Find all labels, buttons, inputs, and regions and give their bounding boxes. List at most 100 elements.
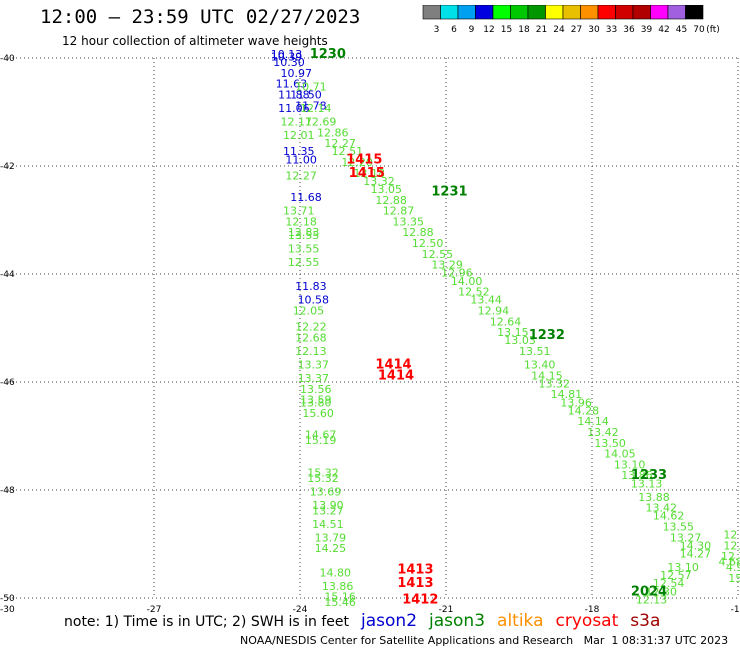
wave-height-value: 12.83	[288, 226, 320, 239]
wave-height-value: 12.13	[295, 345, 327, 358]
wave-height-value: 11.68	[290, 191, 322, 204]
wave-height-value: 13.55	[663, 521, 695, 534]
wave-height-value: 12.14	[300, 102, 332, 115]
y-tick-label: -42	[0, 162, 15, 172]
scale-label: 36	[623, 25, 635, 35]
scale-label: 6	[451, 25, 457, 35]
scale-unit: (ft)	[706, 25, 720, 35]
scale-swatch	[685, 5, 704, 20]
wave-height-value: 14.28	[568, 404, 600, 417]
wave-height-value: 11.83	[295, 280, 327, 293]
wave-height-value: 13.79	[315, 531, 347, 544]
scale-label: 15	[501, 25, 512, 35]
wave-height-value: 10.97	[281, 67, 313, 80]
x-tick-label: -15	[731, 605, 740, 615]
wave-height-value: 11.50	[290, 89, 322, 102]
scale-label: 21	[536, 25, 547, 35]
scale-label: 30	[588, 25, 600, 35]
pass-time-label: 1414	[375, 358, 411, 373]
scale-label: 18	[518, 25, 530, 35]
wave-height-value: 12.18	[354, 167, 386, 180]
wave-height-value: 11.35	[283, 145, 315, 158]
wave-height-value: 13.10	[614, 458, 646, 471]
wave-height-value: 13.86	[621, 469, 653, 482]
x-tick-label: -27	[147, 605, 162, 615]
wave-height-value: 15.16	[324, 591, 356, 604]
wave-height-value: 12.01	[283, 129, 315, 142]
wave-height-value: 13.96	[560, 396, 592, 409]
wave-height-value: 15.32	[307, 472, 339, 485]
wave-height-value: 13.15	[497, 326, 528, 339]
wave-height-value: 15.32	[307, 467, 339, 480]
wave-height-value: 12.88	[375, 194, 407, 207]
y-tick-label: -50	[0, 594, 15, 604]
wave-height-value: 12.68	[295, 332, 327, 345]
wave-height-value: 12.88	[402, 226, 434, 239]
wave-height-value: 13.90	[312, 499, 344, 512]
wave-height-value: 11.78	[295, 99, 327, 112]
scale-label: 24	[553, 25, 565, 35]
scale-label: 27	[571, 25, 582, 35]
x-tick-label: -24	[293, 605, 308, 615]
wave-height-value: 13.40	[524, 359, 556, 372]
wave-height-value: 12.50	[412, 237, 444, 250]
wave-height-value: 12.94	[478, 305, 510, 318]
wave-height-value: 13.59	[300, 394, 332, 407]
pass-time-label: 1233	[631, 468, 667, 483]
wave-height-value: 13.86	[322, 580, 354, 593]
wave-height-value: 12.27	[324, 137, 356, 150]
scale-label: 33	[606, 25, 617, 35]
wave-height-value: 14.80	[319, 566, 351, 579]
wave-height-value: 14.15	[531, 369, 563, 382]
satellite-legend-altika: altika	[497, 611, 544, 631]
wave-height-value: 14.62	[653, 510, 685, 523]
wave-height-value: 11.63	[276, 78, 308, 91]
satellite-legend-cryosat: cryosat	[555, 611, 619, 631]
pass-time-label: 1414	[378, 368, 414, 383]
x-tick-label: -21	[439, 605, 454, 615]
wave-height-value: 13.27	[670, 531, 702, 544]
wave-height-value: 13.80	[300, 396, 332, 409]
footer-note: note: 1) Time is in UTC; 2) SWH is in fe…	[64, 611, 668, 631]
wave-height-value: 12.64	[490, 315, 522, 328]
scale-label: 42	[658, 25, 669, 35]
wave-height-value: 12.51	[332, 145, 364, 158]
scale-label: 12	[483, 25, 494, 35]
wave-height-value: 14.00	[451, 275, 483, 288]
wave-height-value: 15.46	[324, 596, 356, 609]
pass-time-label: 1232	[529, 328, 565, 343]
wave-height-value: 11.06	[278, 102, 310, 115]
x-tick-label: -18	[585, 605, 600, 615]
scale-label: 39	[641, 25, 653, 35]
page-subtitle: 12 hour collection of altimeter wave hei…	[62, 34, 328, 48]
wave-height-value: 13.32	[363, 175, 395, 188]
wave-height-value: 10.71	[295, 80, 327, 93]
wave-height-value: 13.88	[638, 491, 670, 504]
wave-height-value: 13.42	[646, 502, 678, 515]
pass-time-label: 1415	[346, 152, 382, 167]
wave-height-value: 12	[723, 529, 737, 542]
pass-time-label: 2024	[631, 584, 667, 599]
wave-height-value: 14.25	[315, 542, 347, 555]
wave-height-value: 14.05	[604, 448, 636, 461]
wave-height-value: 13.56	[300, 383, 332, 396]
pass-time-label: 1230	[310, 47, 346, 62]
credit-line: NOAA/NESDIS Center for Satellite Applica…	[240, 634, 729, 647]
pass-time-label: 1231	[431, 185, 467, 200]
wave-height-value: 12.52	[458, 286, 490, 299]
wave-height-value: 13.29	[431, 259, 463, 272]
wave-height-value: 12.17	[281, 116, 313, 129]
wave-height-value: 12.27	[285, 170, 317, 183]
x-tick-label: -30	[0, 605, 15, 615]
wave-height-value: 12.20	[341, 156, 373, 169]
wave-height-value: 13.44	[470, 294, 502, 307]
y-tick-label: -44	[0, 270, 15, 280]
pass-time-label: 1415	[349, 166, 385, 181]
wave-height-value: 11.00	[285, 153, 317, 166]
wave-height-value: 10.13	[271, 48, 303, 61]
wave-height-value: 13.10	[667, 561, 699, 574]
satellite-legend-jason3: jason3	[429, 611, 486, 631]
wave-height-value: 4.9	[726, 561, 740, 574]
wave-height-value: 12.4	[723, 539, 740, 552]
wave-height-value: 12.54	[653, 577, 685, 590]
